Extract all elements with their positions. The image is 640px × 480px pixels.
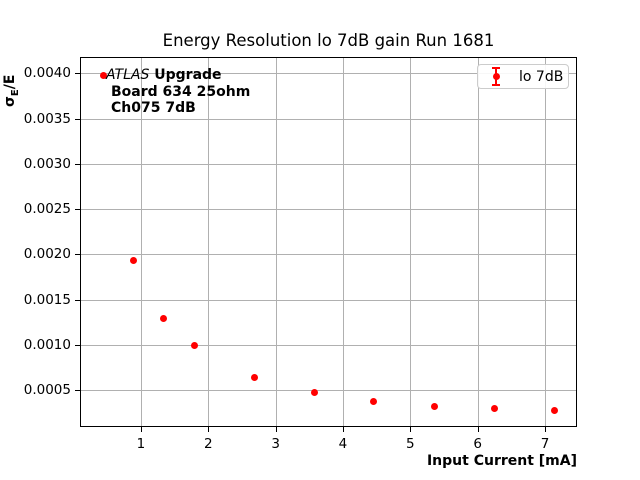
annotation-text: ATLAS Upgrade Board 634 25ohm Ch075 7dB xyxy=(106,67,250,117)
legend-label: lo 7dB xyxy=(519,68,564,85)
y-axis-label-subscript: E xyxy=(9,89,21,97)
annotation-line-1: ATLAS Upgrade xyxy=(106,67,250,84)
y-tick-mark xyxy=(75,163,80,165)
chart-title: Energy Resolution lo 7dB gain Run 1681 xyxy=(162,31,495,50)
annotation-line-3: Ch075 7dB xyxy=(111,100,196,116)
y-tick-mark xyxy=(75,390,80,391)
y-tick-mark xyxy=(75,118,80,120)
gridline-horizontal xyxy=(81,209,576,211)
y-tick-label: 0.0035 xyxy=(23,110,71,127)
x-tick-mark xyxy=(140,427,142,432)
x-tick-label: 4 xyxy=(338,436,348,452)
x-tick-mark xyxy=(545,427,546,432)
data-point xyxy=(190,342,198,350)
y-axis-label-sigma: σ xyxy=(2,96,18,107)
x-tick-mark xyxy=(410,427,412,432)
x-tick-label: 2 xyxy=(203,436,213,452)
data-point xyxy=(490,404,498,412)
gridline-horizontal xyxy=(81,118,576,120)
y-tick-mark xyxy=(75,73,80,75)
y-tick-label: 0.0015 xyxy=(23,291,71,308)
gridline-horizontal xyxy=(81,254,576,256)
y-tick-label: 0.0010 xyxy=(23,336,71,353)
x-tick-label: 3 xyxy=(271,436,280,452)
data-point xyxy=(130,257,138,265)
data-point xyxy=(160,315,168,323)
data-point xyxy=(250,373,258,381)
y-tick-label: 0.0040 xyxy=(23,65,71,82)
gridline-vertical xyxy=(342,58,344,426)
gridline-horizontal xyxy=(81,73,576,75)
gridline-vertical xyxy=(477,58,479,426)
data-point xyxy=(550,407,558,415)
x-tick-mark xyxy=(275,427,277,432)
legend: lo 7dB xyxy=(477,64,569,89)
gridline-horizontal xyxy=(81,299,576,301)
annotation-line-2: Board 634 25ohm xyxy=(111,83,251,100)
data-point xyxy=(310,389,318,397)
gridline-horizontal xyxy=(81,163,576,165)
gridline-vertical xyxy=(140,58,142,426)
gridline-horizontal xyxy=(81,344,576,346)
x-tick-mark xyxy=(477,427,479,432)
x-axis-label: Input Current [mA] xyxy=(426,453,577,469)
gridline-vertical xyxy=(545,58,546,426)
x-tick-label: 7 xyxy=(540,436,550,452)
annotation-upgrade: Upgrade xyxy=(154,67,222,83)
data-point xyxy=(431,402,439,410)
x-tick-mark xyxy=(208,427,210,432)
y-tick-label: 0.0030 xyxy=(23,155,71,172)
data-point xyxy=(370,398,378,406)
annotation-atlas: ATLAS xyxy=(106,67,150,83)
y-axis-label-rest: /E xyxy=(2,74,18,90)
y-tick-mark xyxy=(75,254,80,256)
gridline-vertical xyxy=(208,58,210,426)
legend-errorbar-cap-bottom xyxy=(492,84,500,86)
x-tick-mark xyxy=(342,427,344,432)
y-tick-label: 0.0020 xyxy=(23,246,71,263)
gridline-vertical xyxy=(410,58,412,426)
legend-errorbar-cap-top xyxy=(492,67,500,69)
x-tick-label: 5 xyxy=(406,436,415,452)
y-tick-label: 0.0025 xyxy=(23,201,71,218)
y-tick-mark xyxy=(75,344,80,346)
y-tick-label: 0.0005 xyxy=(23,382,71,398)
y-tick-mark xyxy=(75,209,80,211)
gridline-horizontal xyxy=(81,390,576,391)
gridline-vertical xyxy=(275,58,277,426)
legend-errorbar-icon xyxy=(487,67,505,86)
plot-area: 1 2 3 4 5 6 7 0.0005 0.0010 0.0015 0.0020 0.0025 0.0… xyxy=(24,57,577,452)
x-tick-label: 1 xyxy=(136,436,146,452)
y-axis-label: σE/E xyxy=(2,75,21,107)
y-tick-mark xyxy=(75,299,80,301)
legend-marker-dot xyxy=(492,73,500,80)
x-tick-label: 6 xyxy=(473,436,482,452)
data-point xyxy=(100,71,108,79)
